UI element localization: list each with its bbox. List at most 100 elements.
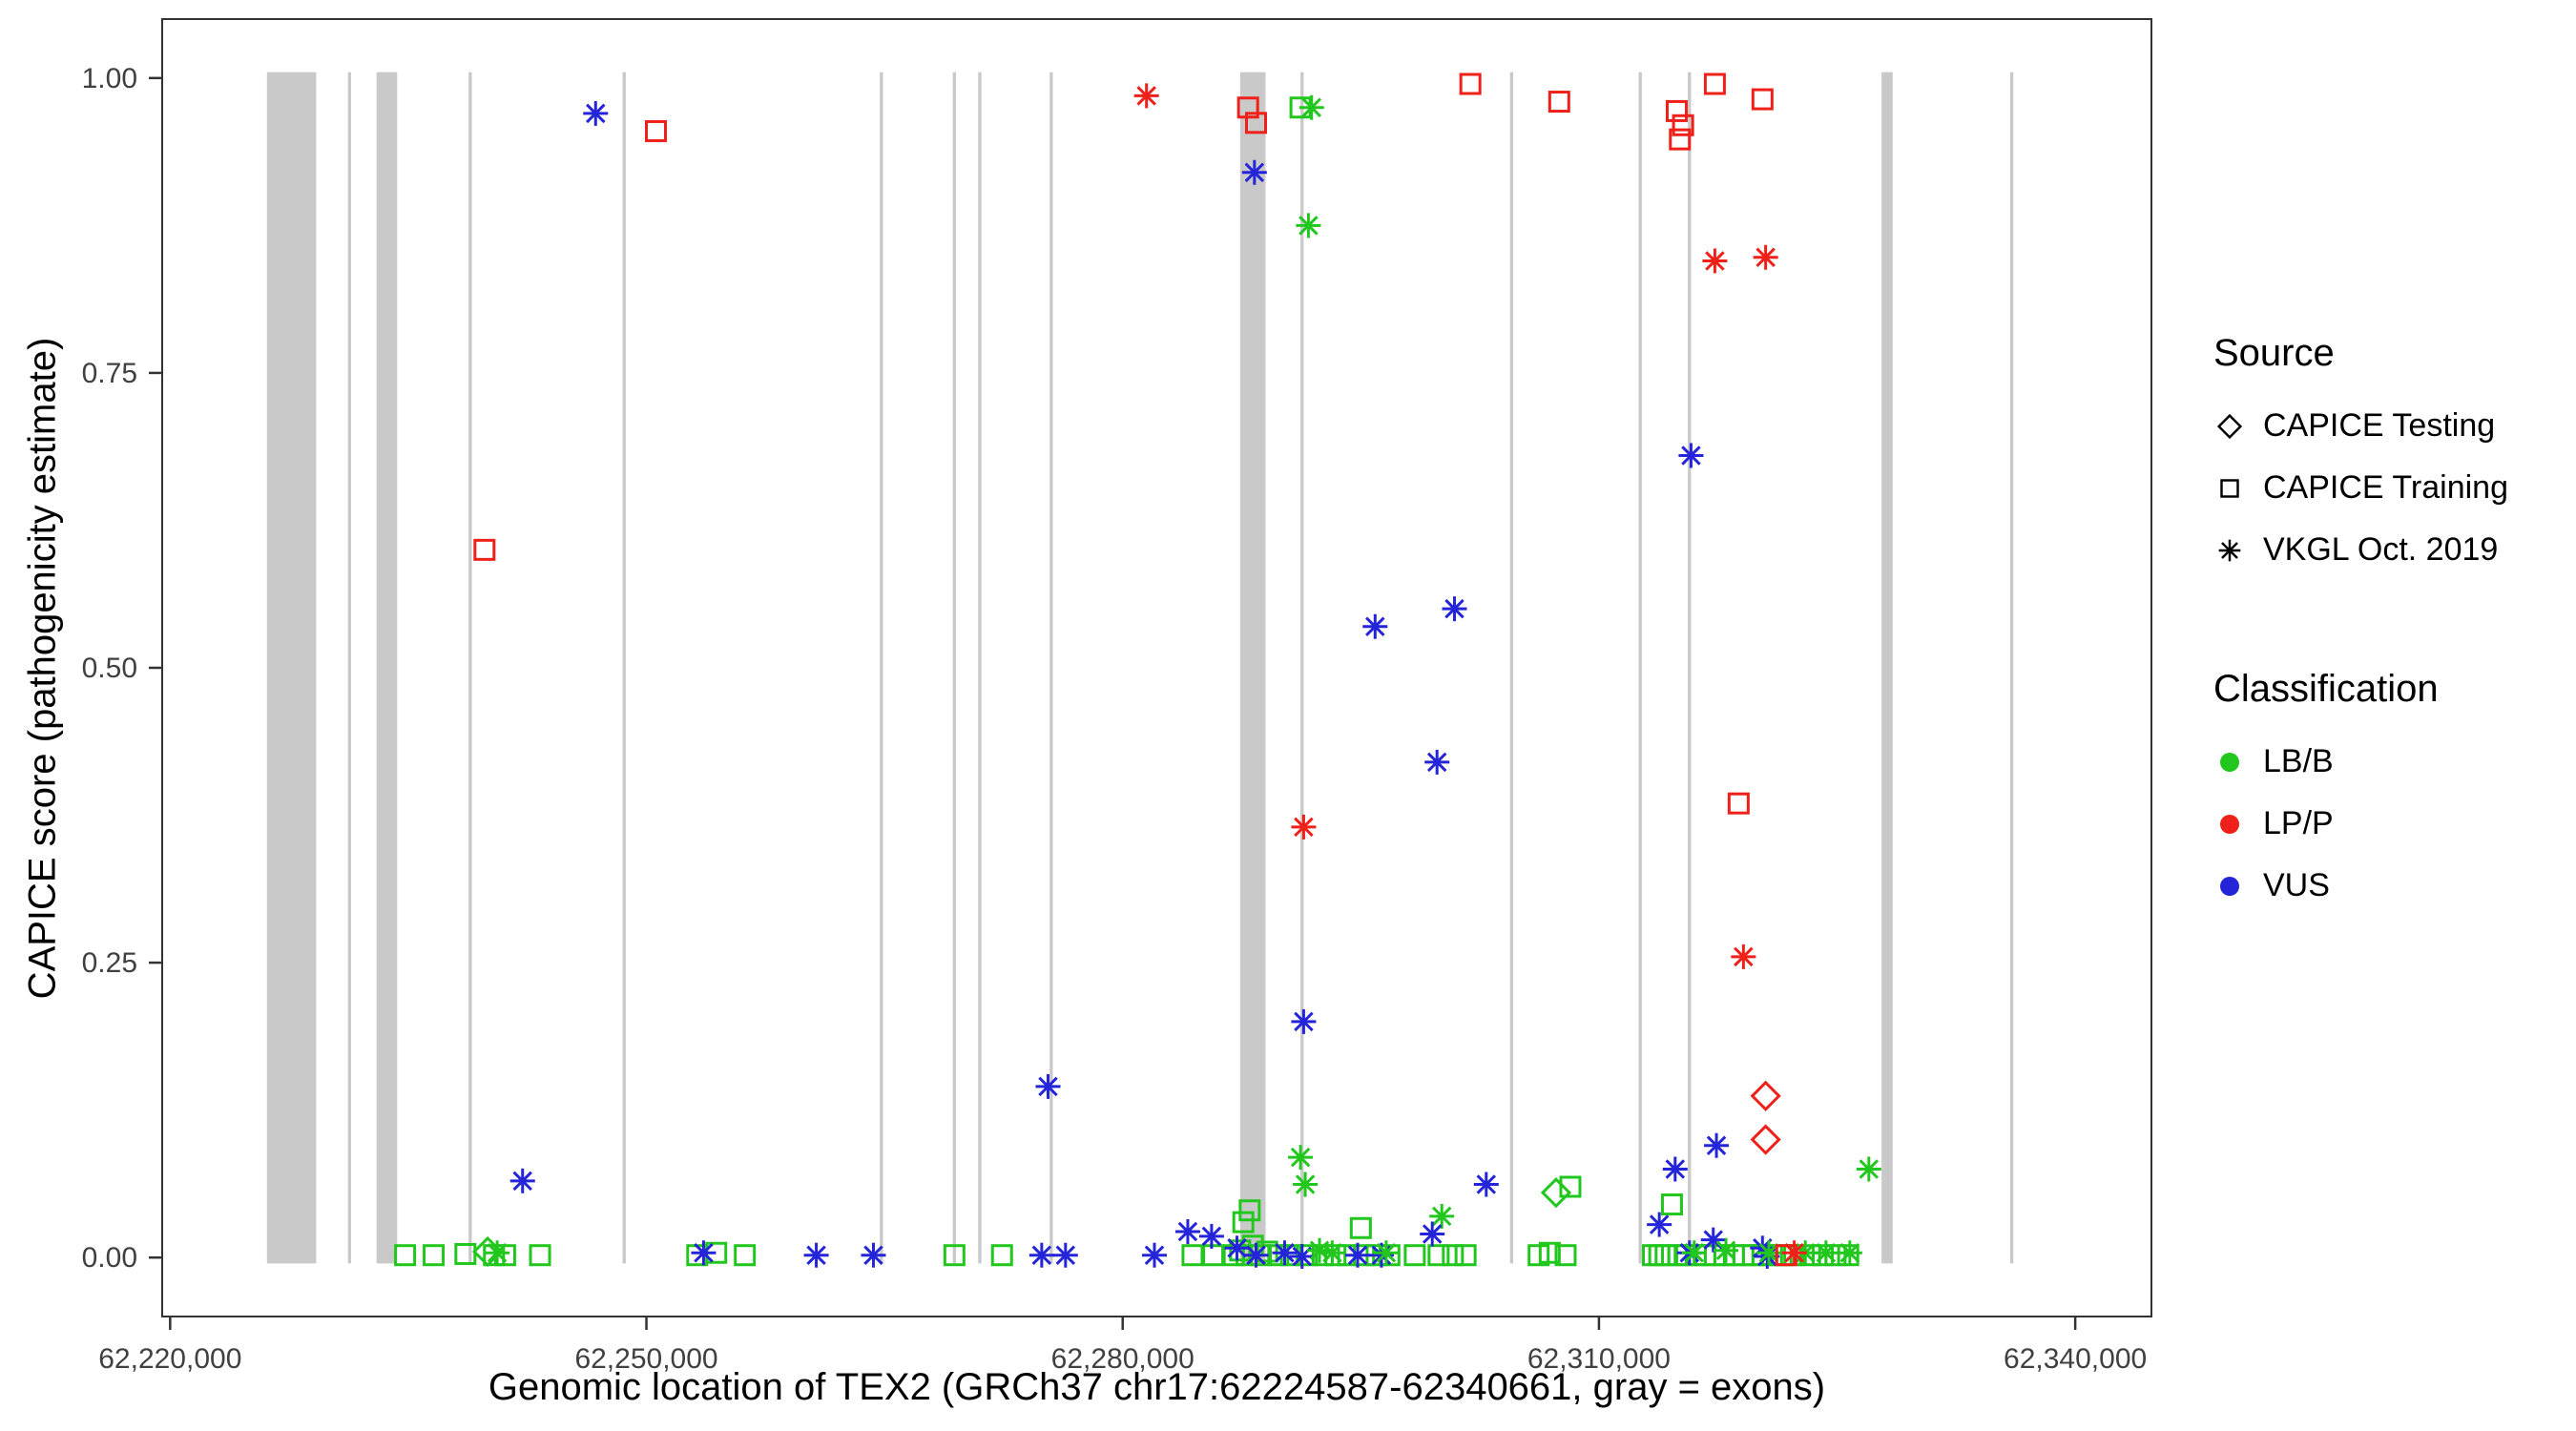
data-point bbox=[1362, 613, 1388, 639]
data-point bbox=[1238, 1199, 1261, 1222]
data-point bbox=[1028, 1242, 1054, 1268]
exon-bar bbox=[1239, 72, 1266, 1264]
data-point bbox=[1727, 792, 1750, 815]
x-tick-label: 62,280,000 bbox=[1051, 1343, 1195, 1375]
data-point bbox=[1540, 1177, 1572, 1209]
data-point bbox=[691, 1240, 717, 1266]
data-point bbox=[1291, 1008, 1317, 1034]
asterisk-icon bbox=[2218, 539, 2241, 561]
data-point bbox=[943, 1244, 966, 1267]
data-point bbox=[1429, 1203, 1455, 1229]
data-point bbox=[1319, 1240, 1345, 1266]
red-dot-icon bbox=[2220, 814, 2239, 834]
data-point bbox=[1236, 96, 1259, 119]
exon-bar bbox=[622, 72, 626, 1264]
data-point bbox=[1751, 88, 1774, 111]
y-tick-label: 0.50 bbox=[82, 653, 137, 684]
exon-bar bbox=[376, 72, 398, 1264]
data-point bbox=[1672, 114, 1694, 136]
legend-item-label: CAPICE Testing bbox=[2263, 407, 2496, 444]
legend-item-lbb: LB/B bbox=[2213, 743, 2566, 780]
legend: Source CAPICE Testing CAPICE Training VK… bbox=[2213, 332, 2566, 929]
data-point bbox=[1714, 1237, 1739, 1263]
data-point bbox=[861, 1242, 886, 1268]
data-point bbox=[1704, 1132, 1730, 1158]
exon-bar bbox=[1300, 72, 1304, 1264]
data-point bbox=[1224, 1235, 1250, 1261]
x-axis-title: Genomic location of TEX2 (GRCh37 chr17:6… bbox=[488, 1366, 1826, 1408]
data-point bbox=[1243, 1242, 1269, 1268]
data-point bbox=[734, 1244, 757, 1267]
data-point bbox=[1241, 159, 1267, 185]
legend-source-title: Source bbox=[2213, 332, 2335, 374]
data-point bbox=[1548, 91, 1570, 114]
y-axis-title-container: CAPICE score (pathogenicity estimate) bbox=[6, 19, 80, 1317]
data-point bbox=[1473, 1172, 1499, 1197]
exon-bar bbox=[952, 72, 957, 1264]
data-point bbox=[1837, 1244, 1859, 1267]
data-point bbox=[1232, 1211, 1255, 1234]
data-point bbox=[1349, 1216, 1372, 1239]
data-point bbox=[1298, 94, 1324, 120]
exon-bar bbox=[1881, 72, 1893, 1264]
exon-bar bbox=[2009, 72, 2014, 1264]
data-point bbox=[1424, 749, 1450, 775]
data-point bbox=[1459, 73, 1482, 95]
y-tick-label: 0.75 bbox=[82, 358, 137, 389]
exon-bar bbox=[978, 72, 982, 1264]
blue-dot-icon bbox=[2220, 876, 2239, 896]
data-point bbox=[1198, 1223, 1224, 1249]
data-point bbox=[1296, 213, 1321, 238]
exon-bar bbox=[266, 72, 317, 1264]
data-point bbox=[1052, 1242, 1078, 1268]
data-point bbox=[1289, 1243, 1315, 1269]
data-point bbox=[1700, 1227, 1726, 1253]
data-point bbox=[394, 1244, 417, 1267]
exon-bar bbox=[1638, 72, 1642, 1264]
exon-bar bbox=[1049, 72, 1053, 1264]
data-point bbox=[1781, 1240, 1807, 1266]
legend-item-vkgl: VKGL Oct. 2019 bbox=[2213, 531, 2566, 569]
data-point bbox=[1293, 1172, 1319, 1197]
data-point bbox=[1669, 128, 1692, 151]
data-point bbox=[1035, 1073, 1061, 1099]
exon-bar bbox=[468, 72, 472, 1264]
legend-classification-title: Classification bbox=[2213, 668, 2439, 710]
data-point bbox=[454, 1242, 477, 1265]
exon-bar bbox=[347, 72, 352, 1264]
data-point bbox=[1662, 1156, 1688, 1182]
data-point bbox=[509, 1168, 535, 1193]
y-tick-label: 0.25 bbox=[82, 947, 137, 979]
data-point bbox=[423, 1244, 446, 1267]
data-point bbox=[1753, 244, 1778, 270]
data-point bbox=[1813, 1240, 1839, 1266]
data-point bbox=[1142, 1242, 1168, 1268]
data-point bbox=[485, 1240, 510, 1266]
data-point bbox=[1750, 1124, 1781, 1155]
legend-item-label: LB/B bbox=[2263, 743, 2334, 779]
data-point bbox=[990, 1244, 1013, 1267]
data-point bbox=[1654, 1244, 1677, 1267]
green-dot-icon bbox=[2220, 752, 2239, 772]
square-icon bbox=[2220, 478, 2239, 498]
data-point bbox=[1775, 1244, 1797, 1267]
data-point bbox=[1812, 1244, 1835, 1267]
data-point bbox=[1174, 1218, 1200, 1244]
x-tick-label: 62,310,000 bbox=[1527, 1343, 1671, 1375]
data-point bbox=[1344, 1242, 1370, 1268]
diamond-icon bbox=[2216, 413, 2243, 439]
data-point bbox=[1731, 944, 1756, 969]
data-point bbox=[1856, 1156, 1881, 1182]
data-point bbox=[1454, 1244, 1477, 1267]
data-point bbox=[1703, 73, 1726, 95]
data-point bbox=[1181, 1244, 1204, 1267]
data-point bbox=[473, 538, 496, 561]
data-point bbox=[1702, 248, 1728, 274]
legend-item-label: VKGL Oct. 2019 bbox=[2263, 531, 2499, 568]
data-point bbox=[1202, 1244, 1225, 1267]
data-point bbox=[1272, 1240, 1298, 1266]
data-point bbox=[1403, 1244, 1426, 1267]
exon-bar bbox=[880, 72, 883, 1264]
legend-item-label: CAPICE Training bbox=[2263, 469, 2508, 506]
